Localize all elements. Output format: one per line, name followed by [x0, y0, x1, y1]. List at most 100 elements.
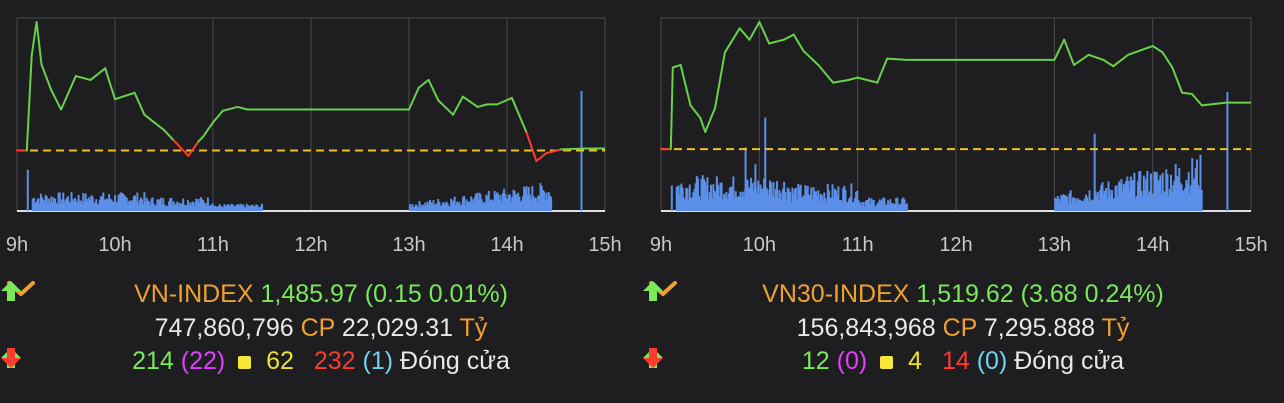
volume-bar: [875, 205, 878, 211]
volume-bar: [1174, 164, 1177, 211]
volume-bar: [539, 183, 542, 211]
volume-bar: [68, 201, 71, 211]
volume-bar: [163, 204, 166, 211]
volume-bar: [204, 202, 207, 211]
volume-bar: [1115, 185, 1118, 211]
volume-bar: [1155, 172, 1158, 211]
volume-bar: [1061, 195, 1064, 211]
volume-bar: [550, 196, 553, 211]
price-line-segment: [1127, 45, 1154, 56]
volume-bar: [877, 201, 880, 211]
volume-bar: [480, 199, 483, 211]
price-line-segment: [1053, 38, 1066, 61]
volume-bar: [481, 203, 484, 211]
volume-bar: [226, 204, 229, 211]
volume-bar: [904, 204, 907, 211]
volume-bar: [172, 201, 175, 211]
price-line-segment: [704, 106, 717, 133]
volume-bar: [1199, 154, 1202, 211]
volume-bar: [803, 195, 806, 211]
price-line-segment: [1161, 51, 1174, 69]
volume-bar: [484, 202, 487, 211]
unchanged-count: 4: [908, 347, 923, 375]
volume-bar: [466, 202, 469, 211]
volume-bar: [704, 181, 707, 211]
volume-bar: [1083, 198, 1086, 211]
volume-bar: [239, 203, 242, 211]
volume-bar: [230, 203, 233, 211]
volume-bar: [809, 195, 812, 211]
volume-bar: [793, 189, 796, 211]
volume-bar: [71, 199, 74, 211]
volume-bar: [425, 205, 428, 211]
volume-bar: [1161, 172, 1164, 211]
volume-bar: [862, 202, 865, 211]
volume-bar: [864, 201, 867, 211]
vn30-index-header-row: VN30-INDEX 1,519.62 (3.68 0.24%): [642, 280, 1284, 309]
volume-bar: [865, 199, 868, 211]
volume-bar: [36, 199, 39, 211]
x-tick-label: 9h: [6, 234, 28, 256]
volume-bar: [249, 206, 252, 211]
volume-bar: [145, 197, 148, 211]
volume-bar: [722, 193, 725, 211]
volume-bar: [885, 205, 888, 211]
volume-bar: [136, 192, 139, 211]
volume-bar: [423, 206, 426, 211]
volume-bar: [693, 189, 696, 211]
volume-bar: [701, 175, 704, 211]
volume-bar: [1185, 179, 1188, 211]
volume-bar: [175, 203, 178, 211]
volume-bar: [902, 197, 905, 211]
volume-bar: [202, 200, 205, 211]
volume-bar: [88, 197, 91, 211]
volume-bar: [257, 208, 260, 211]
volume-bar: [213, 205, 216, 211]
volume-bar: [528, 194, 531, 211]
volume-bar: [129, 200, 132, 211]
volume-bar: [123, 195, 126, 211]
volume-bar: [843, 185, 846, 211]
volume-bar: [494, 195, 497, 211]
volume-bar: [839, 199, 842, 211]
price-line-segment: [461, 95, 479, 108]
volume-bar: [148, 201, 151, 211]
volume-bar: [117, 195, 120, 211]
volume-bar: [54, 198, 57, 211]
volume-bar: [119, 192, 122, 211]
volume-bar: [735, 197, 738, 211]
volume-bar: [1162, 191, 1165, 211]
volume-bar: [694, 183, 697, 211]
volume-bar: [1129, 176, 1132, 211]
volume-bar: [702, 178, 705, 211]
volume-bar: [837, 186, 840, 211]
price-line-segment: [1087, 53, 1105, 61]
volume-bar: [137, 205, 140, 211]
volume-bar: [122, 193, 125, 211]
price-line-segment: [221, 105, 239, 112]
volume-bar: [237, 204, 240, 211]
volume-bar: [418, 201, 421, 211]
volume-bar: [428, 199, 431, 211]
price-line-segment: [559, 147, 587, 151]
volume-bar: [1126, 176, 1129, 211]
turnover-value: 22,029.31: [341, 314, 454, 342]
volume-bar: [106, 199, 109, 211]
volume-bar: [765, 187, 768, 211]
volume-bar: [696, 178, 699, 211]
volume-bar: [1141, 196, 1144, 211]
floor-count: (1): [362, 347, 394, 375]
volume-bar: [1066, 196, 1069, 211]
volume-bar: [844, 189, 847, 211]
volume-bar: [1147, 194, 1150, 211]
volume-bar: [177, 205, 180, 211]
volume-bar: [1198, 187, 1201, 211]
volume-bar: [836, 194, 839, 211]
volume-bar: [541, 190, 544, 211]
volume-bar: [413, 206, 416, 211]
volume-bar: [759, 184, 762, 211]
volume-bar: [1139, 171, 1142, 211]
volume-bar: [166, 206, 169, 211]
volume-bar: [811, 199, 814, 211]
volume-bar: [675, 186, 678, 211]
